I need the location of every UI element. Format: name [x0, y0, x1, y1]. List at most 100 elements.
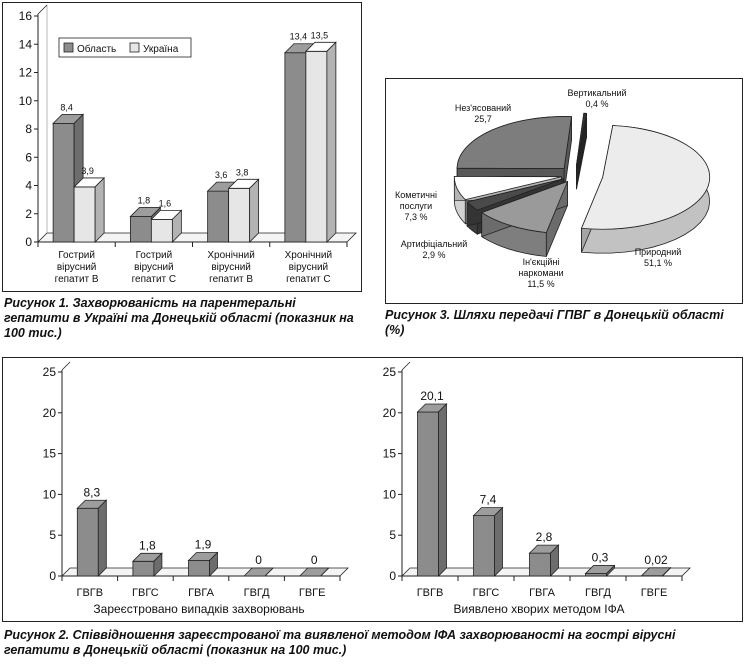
- fig1-data-label: 1,6: [159, 198, 172, 208]
- fig2-category-label: ГВГС: [473, 587, 500, 599]
- fig2-x-axis-title: Виявлено хворих методом ІФА: [454, 602, 625, 616]
- fig3-label-line: Кометичні: [395, 190, 437, 200]
- fig1-bar-oblast-front: [284, 52, 307, 243]
- fig1-bar-ukraine-side: [249, 178, 260, 243]
- fig1-category-label: гепатит С: [286, 274, 331, 285]
- fig2-bar: [416, 403, 448, 577]
- fig3-slice-top: [576, 112, 588, 166]
- fig2-bar-front: [76, 507, 99, 577]
- fig2-y-tick-label: 5: [49, 528, 56, 542]
- fig1-legend-swatch: [63, 42, 74, 53]
- fig2-y-tick-label: 25: [383, 365, 397, 379]
- fig2-bar-front: [132, 560, 155, 577]
- fig2-bar-side: [264, 567, 274, 577]
- fig1-bar-ukraine-front: [73, 186, 96, 243]
- fig1-data-label: 1,8: [138, 196, 151, 206]
- figure-2-frame: [2, 357, 743, 622]
- fig2-data-label: 7,4: [480, 493, 497, 507]
- fig2-data-label: 0: [255, 553, 262, 567]
- fig3-slice-top: [480, 180, 569, 233]
- fig2-bar: [298, 567, 330, 577]
- fig2-bar: [584, 564, 616, 577]
- fig2-bar-side: [494, 506, 503, 577]
- fig2-bar-side: [209, 551, 218, 577]
- fig1-y-tick-label: 4: [25, 179, 32, 193]
- fig3-label-line: Вертикальний: [567, 88, 626, 98]
- fig1-bar-ukraine-side: [326, 41, 337, 243]
- fig3-label-line: 2,9 %: [422, 250, 445, 260]
- fig1-y-axis-depth: [37, 4, 48, 15]
- fig2-y-axis-depth: [61, 361, 71, 371]
- fig2-data-label: 8,3: [83, 485, 100, 499]
- fig2-category-label: ГВГА: [529, 587, 556, 599]
- fig3-label-line: 25,7: [474, 114, 492, 124]
- fig1-bar-oblast-front: [129, 216, 152, 243]
- figure-2-chart-registered: 0 5 10 15 20 25 8,3 ГВГВ 1,8 ГВГС 1,9 ГВГА 0 ГВГД 0 ГВГ…: [43, 361, 349, 616]
- fig1-y-tick-label: 16: [19, 9, 33, 23]
- fig1-bar-ukraine: [73, 176, 106, 243]
- fig1-category-label: Гострий: [58, 250, 95, 261]
- fig1-y-tick-label: 10: [19, 94, 33, 108]
- fig3-slice-wall: [576, 113, 587, 190]
- fig1-category-label: вірусний: [134, 262, 174, 273]
- fig3-slice: [480, 180, 569, 257]
- fig3-label-line: 51,1 %: [644, 258, 672, 268]
- fig3-slice: [580, 125, 711, 254]
- fig1-data-label: 3,9: [81, 166, 94, 176]
- fig1-y-tick-label: 6: [25, 150, 32, 164]
- fig1-category-label: Гострий: [136, 250, 173, 261]
- fig2-x-axis-title: Зареєстровано випадків захворювань: [93, 602, 304, 616]
- fig2-category-label: ГВГВ: [77, 587, 104, 599]
- figure-2-caption: Рисунок 2. Співвідношення зареєстрованої…: [4, 628, 676, 657]
- fig3-slice-top: [580, 125, 711, 230]
- fig1-category-label: гепатит С: [132, 274, 177, 285]
- fig2-data-label: 0,3: [592, 551, 609, 565]
- figure-1-caption: Рисунок 1. Захворюваність на парентераль…: [4, 296, 354, 340]
- fig1-legend: Область Україна: [58, 37, 192, 58]
- fig2-data-label: 0,02: [644, 553, 668, 567]
- fig3-label-line: Нез'ясований: [455, 103, 511, 113]
- fig2-category-label: ГВГД: [585, 587, 612, 599]
- figure-2-chart-ifa: 0 5 10 15 20 25 20,1 ГВГВ 7,4 ГВГС 2,8 ГВГА 0,3 ГВГД 0…: [383, 361, 691, 616]
- fig1-legend-swatch: [129, 42, 140, 53]
- fig2-bar-front: [473, 515, 495, 577]
- fig1-bar-ukraine-side: [171, 209, 182, 243]
- fig2-y-axis-depth: [401, 361, 411, 371]
- fig1-category-label: Хронічний: [207, 250, 254, 261]
- fig1-legend-box: [58, 37, 192, 58]
- fig2-category-label: ГВГЕ: [299, 587, 326, 599]
- fig3-label-line: наркомани: [518, 268, 563, 278]
- fig2-y-tick-label: 20: [383, 406, 397, 420]
- fig2-bar: [187, 551, 219, 577]
- fig2-bar-side: [97, 499, 107, 577]
- fig1-data-label: 8,4: [60, 102, 73, 112]
- fig2-bar-side: [438, 403, 447, 577]
- fig2-bar-side: [320, 567, 329, 577]
- fig1-category-label: гепатит В: [55, 274, 99, 285]
- fig1-category-label: вірусний: [211, 262, 251, 273]
- fig2-y-tick-label: 15: [383, 447, 397, 461]
- fig3-slice-top: [466, 178, 564, 211]
- fig1-y-tick-label: 0: [25, 235, 32, 249]
- fig1-bar-ukraine-front: [228, 187, 251, 243]
- fig3-label-line: 11,5 %: [527, 279, 554, 289]
- fig2-y-tick-label: 20: [43, 406, 57, 420]
- fig1-bar-oblast-front: [207, 190, 230, 243]
- fig2-data-label: 1,8: [139, 538, 156, 552]
- fig2-data-label: 20,1: [420, 389, 444, 403]
- fig2-y-tick-label: 10: [43, 487, 57, 501]
- fig1-bar-ukraine-front: [305, 50, 328, 243]
- fig1-bar-ukraine-side: [94, 176, 105, 243]
- figure-1-chart: 02468101214168,43,9Гострийвіруснийгепати…: [19, 4, 357, 285]
- fig2-bar-side: [606, 564, 615, 577]
- fig1-data-label: 3,8: [236, 167, 249, 177]
- fig2-bar: [528, 544, 560, 577]
- fig1-bar-ukraine: [150, 209, 183, 243]
- fig2-data-label: 2,8: [536, 530, 553, 544]
- fig1-bar-ukraine-front: [150, 218, 173, 243]
- fig1-y-tick-label: 14: [19, 37, 33, 51]
